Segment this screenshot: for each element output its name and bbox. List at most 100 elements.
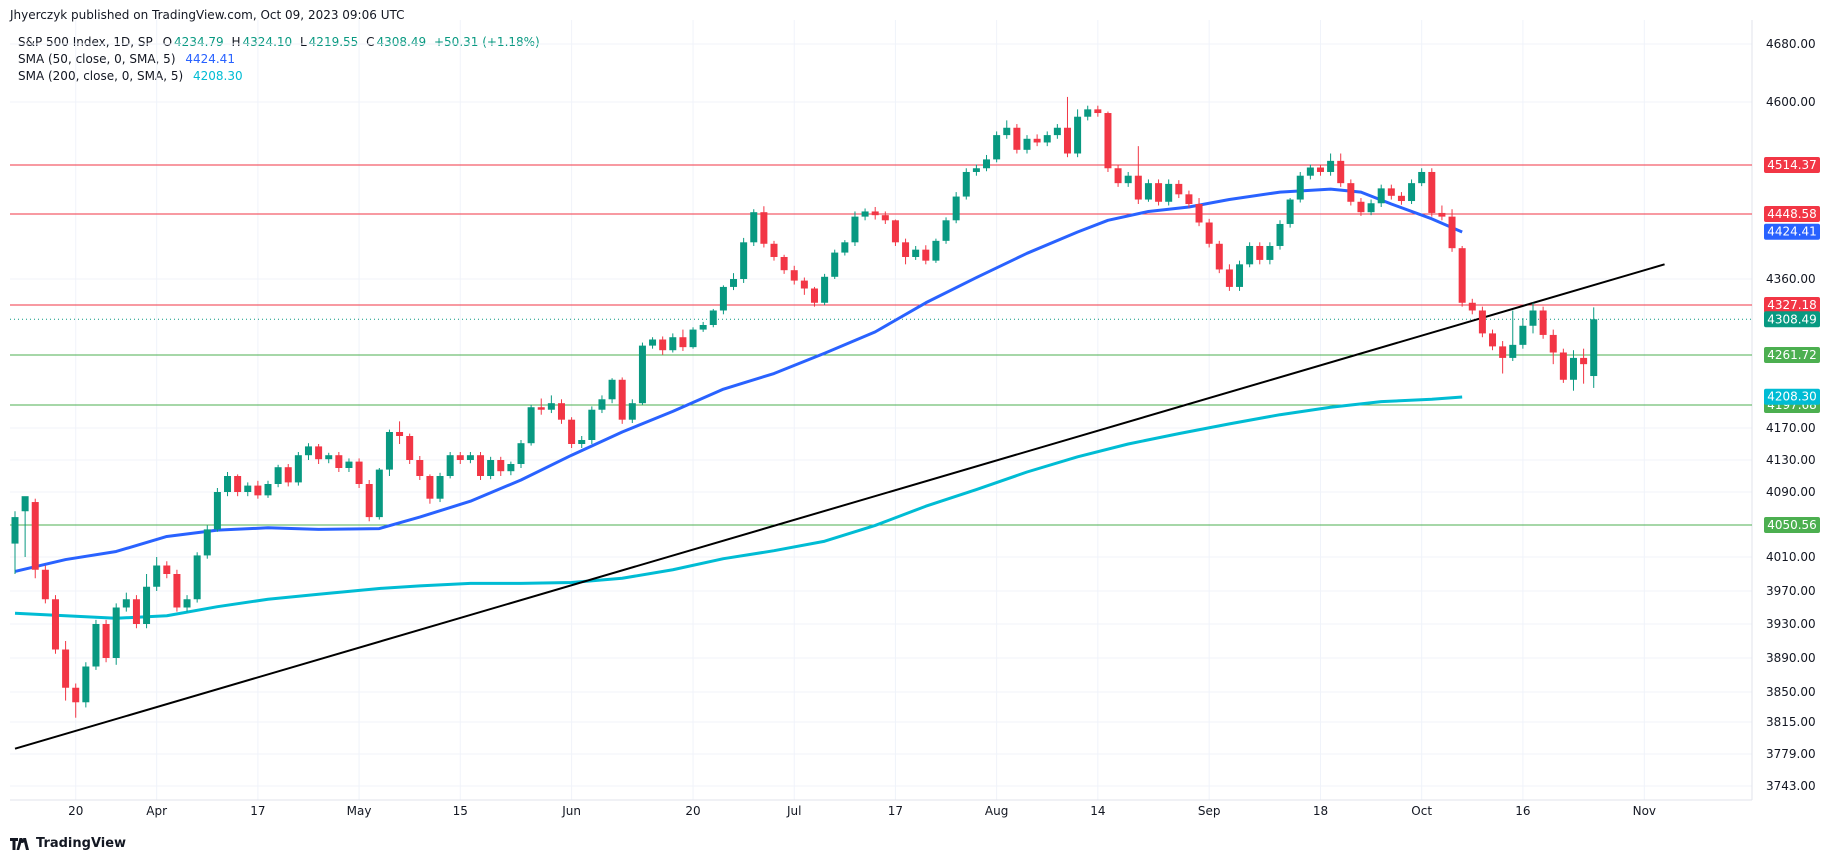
candle-body bbox=[82, 666, 90, 703]
low-label: L bbox=[299, 35, 307, 49]
candle-body bbox=[952, 196, 960, 221]
x-tick-label: 17 bbox=[888, 804, 903, 818]
footer-brand-label: TradingView bbox=[36, 836, 127, 851]
candle-body bbox=[1397, 195, 1405, 202]
candle-body bbox=[122, 599, 130, 608]
candle-body bbox=[1043, 135, 1051, 143]
candle-body bbox=[983, 159, 991, 169]
y-tick-label: 3890.00 bbox=[1766, 651, 1816, 665]
sma200-legend-row: SMA (200, close, 0, SMA, 5) 4208.30 bbox=[18, 68, 540, 85]
high-label: H bbox=[231, 35, 241, 49]
y-tick-label: 3779.00 bbox=[1766, 747, 1816, 761]
candle-body bbox=[497, 460, 505, 472]
candle-body bbox=[1408, 183, 1416, 202]
y-tick-label: 3850.00 bbox=[1766, 685, 1816, 699]
candle-body bbox=[1489, 333, 1497, 347]
x-tick-label: Jul bbox=[786, 804, 801, 818]
level-support-tag-label: 4050.56 bbox=[1767, 518, 1817, 532]
sma200-value: 4208.30 bbox=[192, 69, 243, 83]
candle-body bbox=[1559, 352, 1567, 380]
candle-body bbox=[487, 460, 495, 476]
candle-body bbox=[345, 461, 353, 468]
candle-body bbox=[1569, 357, 1577, 380]
y-tick-label: 3743.00 bbox=[1766, 779, 1816, 793]
candle-body bbox=[962, 171, 970, 197]
candle-body bbox=[740, 242, 748, 279]
candle-body bbox=[375, 469, 383, 518]
level-resistance-tag bbox=[1764, 206, 1820, 222]
candle-body bbox=[213, 492, 221, 530]
candle-body bbox=[1468, 302, 1476, 311]
candle-body bbox=[143, 586, 151, 624]
y-tick-label: 4170.00 bbox=[1766, 421, 1816, 435]
level-resistance-tag bbox=[1764, 297, 1820, 313]
candle-body bbox=[477, 455, 485, 476]
candle-body bbox=[1225, 269, 1233, 287]
candle-body bbox=[770, 243, 778, 257]
candle-body bbox=[1053, 127, 1061, 136]
candle-body bbox=[1337, 160, 1345, 184]
candle-body bbox=[335, 455, 343, 468]
candle-body bbox=[1195, 204, 1203, 223]
candle-body bbox=[1124, 175, 1132, 184]
candle-body bbox=[274, 467, 282, 484]
candle-body bbox=[1215, 243, 1223, 270]
y-tick-label: 4360.00 bbox=[1766, 272, 1816, 286]
candle-body bbox=[1438, 212, 1446, 217]
candle-body bbox=[790, 270, 798, 281]
candle-body bbox=[537, 407, 545, 410]
candle-body bbox=[1387, 188, 1395, 196]
candle-body bbox=[638, 345, 646, 404]
candle-body bbox=[102, 624, 110, 658]
publisher-header: Jhyerczyk published on TradingView.com, … bbox=[10, 8, 405, 22]
level-resistance-tag bbox=[1764, 157, 1820, 173]
candle-body bbox=[92, 624, 100, 667]
x-tick-label: 18 bbox=[1313, 804, 1328, 818]
y-tick-label: 4090.00 bbox=[1766, 485, 1816, 499]
candle-body bbox=[456, 455, 464, 460]
candle-body bbox=[1165, 183, 1173, 202]
candle-body bbox=[507, 464, 515, 472]
candle-body bbox=[1033, 138, 1041, 143]
candle-body bbox=[466, 455, 474, 460]
candle-body bbox=[1306, 167, 1314, 176]
candle-body bbox=[304, 446, 312, 456]
candle-body bbox=[132, 599, 140, 624]
x-tick-label: 20 bbox=[685, 804, 700, 818]
candle-body bbox=[1458, 248, 1466, 303]
candle-body bbox=[416, 460, 424, 476]
candle-body bbox=[750, 212, 758, 243]
footer-brand[interactable]: TradingView bbox=[10, 836, 126, 851]
candle-body bbox=[1316, 167, 1324, 172]
candle-body bbox=[1175, 183, 1183, 195]
candle-body bbox=[578, 440, 586, 444]
x-tick-label: Jun bbox=[561, 804, 581, 818]
candle-body bbox=[153, 565, 161, 587]
candle-body bbox=[1377, 188, 1385, 204]
candle-body bbox=[861, 211, 869, 217]
candle-body bbox=[922, 249, 930, 261]
candle-body bbox=[517, 443, 525, 464]
candle-body bbox=[972, 168, 980, 172]
candle-body bbox=[881, 215, 889, 221]
candle-body bbox=[709, 310, 717, 325]
candle-body bbox=[21, 496, 29, 512]
price-sma50-tag-label: 4424.41 bbox=[1767, 225, 1817, 239]
high-value: 4324.10 bbox=[242, 35, 293, 49]
candle-body bbox=[547, 403, 555, 410]
candle-body bbox=[406, 436, 414, 460]
candle-body bbox=[1549, 334, 1557, 353]
x-tick-label: 15 bbox=[453, 804, 468, 818]
candle-body bbox=[173, 574, 181, 608]
candle-body bbox=[649, 339, 657, 346]
candle-body bbox=[669, 337, 677, 351]
candle-body bbox=[163, 565, 171, 574]
candle-body bbox=[1590, 319, 1598, 377]
x-tick-label: Oct bbox=[1411, 804, 1432, 818]
price-last-tag bbox=[1764, 311, 1820, 328]
candle-body bbox=[264, 484, 272, 496]
candle-body bbox=[557, 403, 565, 420]
sma50-line bbox=[14, 187, 1463, 573]
candle-body bbox=[618, 379, 626, 420]
